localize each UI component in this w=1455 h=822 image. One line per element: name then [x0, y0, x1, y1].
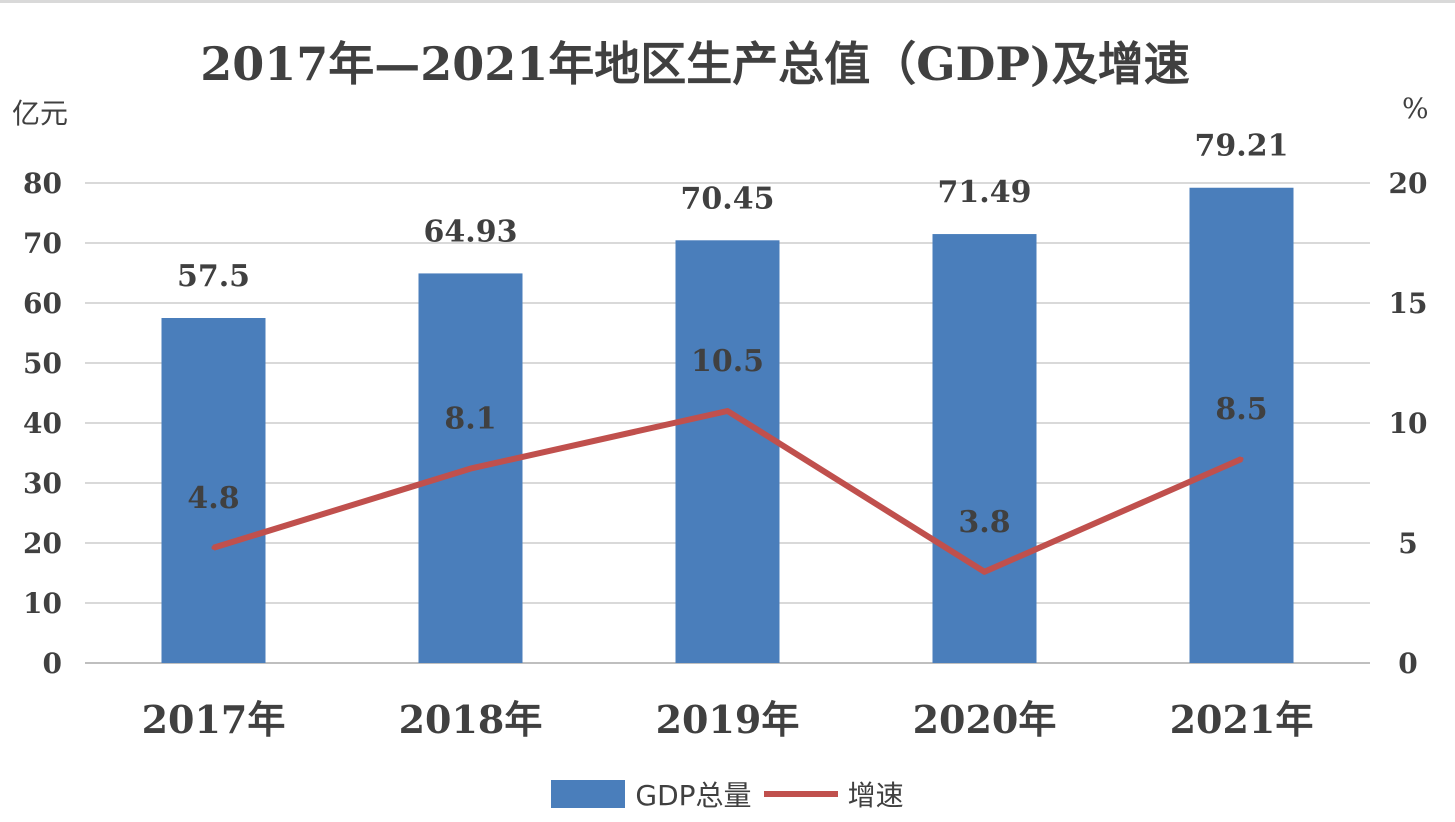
growth-point [211, 545, 216, 550]
y-right-tick-label: 0 [1398, 647, 1417, 680]
bar-data-label: 57.5 [177, 259, 250, 294]
legend-label-growth: 增速 [847, 779, 904, 812]
bar [161, 318, 266, 663]
x-tick-label: 2018年 [399, 697, 543, 742]
x-tick-label: 2021年 [1170, 697, 1314, 742]
chart-title: 2017年—2021年地区生产总值（GDP)及增速 [200, 37, 1190, 91]
bar [675, 240, 780, 664]
x-tick-label: 2017年 [142, 697, 286, 742]
legend-item-growth: 增速 [763, 774, 904, 814]
line-data-label: 4.8 [187, 481, 239, 516]
y-left-tick-label: 40 [23, 407, 62, 440]
x-tick-label: 2019年 [656, 697, 800, 742]
bar-data-label: 64.93 [424, 214, 518, 249]
growth-point [982, 569, 987, 574]
y-right-tick-label: 10 [1389, 407, 1428, 440]
y-left-tick-label: 60 [23, 287, 62, 320]
y-left-tick-label: 30 [23, 467, 62, 500]
bar-data-label: 71.49 [938, 175, 1032, 210]
y-right-tick-label: 20 [1389, 167, 1428, 200]
legend-label-gdp: GDP总量 [635, 779, 752, 812]
y-left-tick-label: 80 [23, 167, 62, 200]
line-data-label: 10.5 [691, 344, 764, 379]
growth-point [1239, 457, 1244, 461]
legend-item-gdp: GDP总量 [551, 774, 752, 814]
line-data-label: 8.1 [444, 402, 496, 437]
legend-swatch-bar [551, 780, 626, 808]
y-left-tick-label: 50 [23, 347, 62, 380]
y-right-tick-label: 5 [1398, 527, 1417, 560]
bar-data-label: 70.45 [681, 181, 775, 216]
y-left-tick-label: 0 [43, 647, 62, 680]
y-right-tick-label: 15 [1389, 287, 1428, 320]
right-axis-unit: % [1402, 92, 1429, 125]
line-data-label: 8.5 [1215, 392, 1267, 427]
bar [932, 234, 1037, 663]
y-left-tick-label: 20 [23, 527, 62, 560]
bar [1189, 187, 1294, 664]
growth-point [468, 466, 473, 471]
x-tick-label: 2020年 [913, 697, 1057, 742]
y-left-tick-label: 10 [23, 587, 62, 620]
bar-data-label: 79.21 [1195, 129, 1289, 164]
left-axis-unit: 亿元 [12, 97, 69, 130]
line-data-label: 3.8 [958, 505, 1010, 540]
legend: GDP总量 增速 [0, 774, 1455, 814]
growth-point [725, 409, 730, 413]
legend-swatch-line [763, 791, 838, 797]
y-left-tick-label: 70 [23, 227, 62, 260]
